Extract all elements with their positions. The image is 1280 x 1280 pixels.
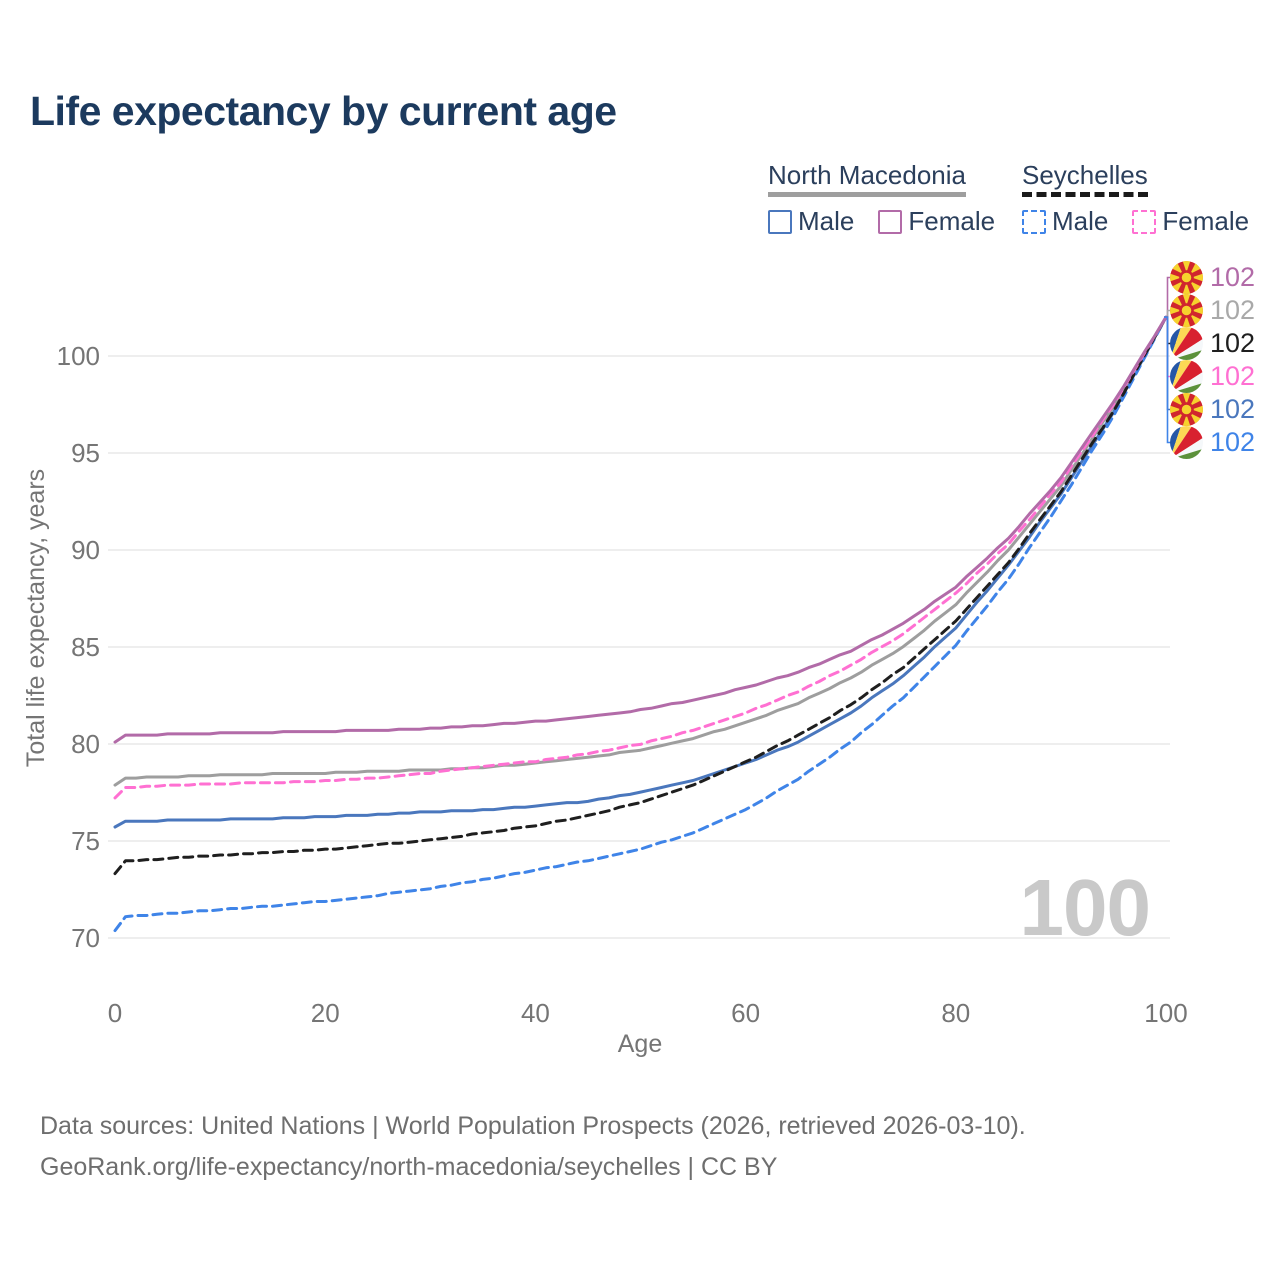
end-label-value: 102	[1210, 328, 1256, 358]
sc-female-swatch	[1132, 209, 1157, 234]
series-line-nm-all	[113, 315, 1168, 787]
x-tick-label: 100	[1144, 998, 1187, 1028]
x-axis-title: Age	[618, 1030, 662, 1058]
y-axis-title: Total life expectancy, years	[22, 469, 50, 767]
x-tick-label: 60	[731, 998, 760, 1028]
end-label-value: 102	[1210, 295, 1256, 325]
attribution-line: GeoRank.org/life-expectancy/north-macedo…	[40, 1153, 778, 1181]
y-tick-label: 100	[57, 341, 100, 371]
legend-item-label: Female	[1162, 206, 1250, 236]
legend-item-sc-male[interactable]: Male	[1022, 206, 1108, 237]
end-label-row: 102	[1170, 360, 1255, 393]
legend-item-label: Male	[798, 206, 855, 236]
end-label-value: 102	[1210, 262, 1256, 292]
legend-country-label: North Macedonia	[768, 160, 966, 190]
seychelles-flag-icon	[1170, 360, 1203, 393]
page-title: Life expectancy by current age	[30, 88, 617, 134]
series-line-sc-male	[113, 315, 1168, 933]
y-tick-label: 95	[71, 438, 100, 468]
legend-item-sc-female[interactable]: Female	[1132, 206, 1249, 237]
x-tick-label: 0	[108, 998, 122, 1028]
series-line-sc-female	[113, 315, 1168, 800]
end-label-value: 102	[1210, 427, 1256, 457]
end-labels: 102 102 102 102 102 102	[1170, 261, 1255, 459]
end-label-row: 102	[1170, 261, 1255, 294]
end-label-value: 102	[1210, 394, 1256, 424]
y-tick-label: 90	[71, 535, 100, 565]
x-tick-label: 80	[941, 998, 970, 1028]
legend-item-label: Female	[908, 206, 996, 236]
legend-country-seychelles[interactable]: Seychelles	[1022, 160, 1148, 197]
end-label-row: 102	[1170, 426, 1255, 459]
nm-male-swatch	[768, 209, 792, 234]
north-macedonia-flag-icon	[1170, 393, 1203, 426]
x-tick-label: 40	[521, 998, 550, 1028]
y-tick-label: 70	[71, 923, 100, 953]
end-label-row: 102	[1170, 327, 1255, 360]
legend-country-label: Seychelles	[1022, 160, 1148, 190]
north-macedonia-flag-icon	[1170, 294, 1203, 327]
north-macedonia-flag-icon	[1170, 261, 1203, 294]
current-age-watermark: 100	[1019, 863, 1151, 952]
legend-item-nm-male[interactable]: Male	[768, 206, 854, 237]
end-label-row: 102	[1170, 294, 1255, 327]
legend-group-north-macedonia: North Macedonia Male Female	[768, 160, 995, 237]
legend-group-seychelles: Seychelles Male Female	[1022, 160, 1249, 237]
seychelles-flag-icon	[1170, 426, 1203, 459]
end-label-value: 102	[1210, 361, 1256, 391]
x-tick-label: 20	[311, 998, 340, 1028]
series-line-nm-male	[113, 315, 1168, 829]
seychelles-flag-icon	[1170, 327, 1203, 360]
series-line-sc-all	[113, 315, 1168, 876]
data-sources-line: Data sources: United Nations | World Pop…	[40, 1112, 1026, 1140]
nm-female-swatch	[878, 209, 903, 234]
legend-country-north-macedonia[interactable]: North Macedonia	[768, 160, 966, 197]
legend-item-label: Male	[1052, 206, 1109, 236]
footer: Data sources: United Nations | World Pop…	[40, 1106, 1026, 1188]
legend-item-nm-female[interactable]: Female	[878, 206, 995, 237]
y-tick-label: 85	[71, 632, 100, 662]
end-label-row: 102	[1170, 393, 1255, 426]
series-line-nm-female	[113, 315, 1168, 744]
y-tick-label: 75	[71, 826, 100, 856]
sc-male-swatch	[1022, 209, 1046, 234]
y-tick-label: 80	[71, 729, 100, 759]
